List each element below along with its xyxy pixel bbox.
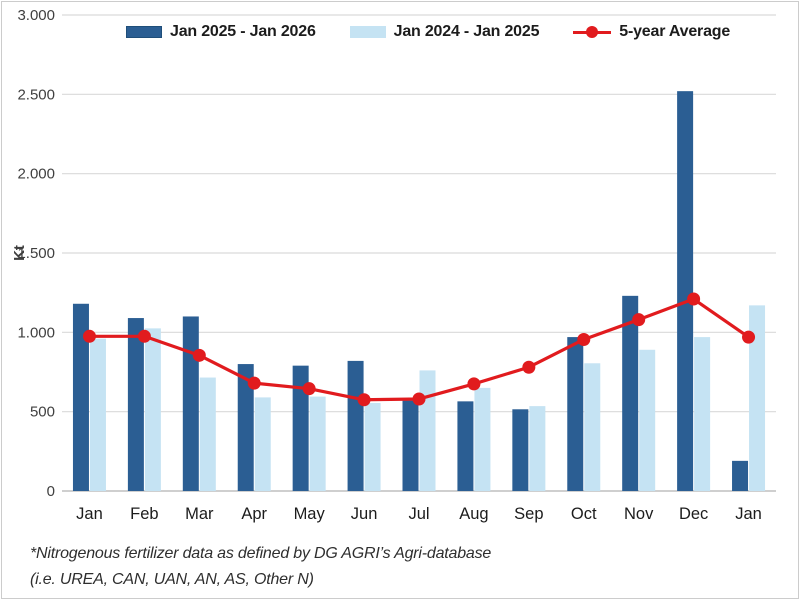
x-tick-label-7: Aug xyxy=(459,505,488,523)
bar-series1-month9 xyxy=(584,363,601,491)
bar-series1-month11 xyxy=(694,337,711,491)
x-tick-label-11: Dec xyxy=(679,505,708,523)
y-tick-label-0: 0 xyxy=(47,483,55,500)
average-point-month1 xyxy=(137,329,151,343)
bar-series0-month1 xyxy=(127,318,144,491)
x-tick-label-6: Jul xyxy=(408,505,429,523)
x-tick-label-4: May xyxy=(294,505,326,523)
chart-legend: Jan 2025 - Jan 2026 Jan 2024 - Jan 2025 … xyxy=(126,23,730,41)
bar-series0-month10 xyxy=(622,295,639,491)
average-point-month0 xyxy=(82,329,96,343)
y-tick-label-3.000: 3.000 xyxy=(17,7,55,24)
bar-series0-month7 xyxy=(457,401,474,491)
dark-bar-swatch-icon xyxy=(126,26,162,38)
legend-item-jan2025-jan2026: Jan 2025 - Jan 2026 xyxy=(126,23,316,41)
bar-series0-month3 xyxy=(237,364,254,491)
legend-label-jan2024-jan2025: Jan 2024 - Jan 2025 xyxy=(393,23,540,40)
y-tick-label-1.000: 1.000 xyxy=(17,324,55,341)
bar-series1-month1 xyxy=(144,328,161,491)
legend-item-jan2024-jan2025: Jan 2024 - Jan 2025 xyxy=(349,23,540,41)
average-point-month9 xyxy=(577,332,591,346)
footnote-line-2: (i.e. UREA, CAN, UAN, AN, AS, Other N) xyxy=(30,571,314,588)
bar-series1-month4 xyxy=(309,396,326,491)
bar-series0-month2 xyxy=(182,316,199,491)
x-tick-label-5: Jun xyxy=(351,505,378,523)
bar-series1-month8 xyxy=(529,406,546,491)
bar-series1-month6 xyxy=(419,370,436,491)
x-tick-label-9: Oct xyxy=(571,505,597,523)
x-tick-label-10: Nov xyxy=(624,505,654,523)
x-tick-label-2: Mar xyxy=(185,505,214,523)
bar-series0-month0 xyxy=(72,303,89,491)
y-tick-label-1.500: 1.500 xyxy=(17,245,55,262)
average-point-month5 xyxy=(357,393,371,407)
average-line-marker-icon xyxy=(573,25,612,38)
average-point-month3 xyxy=(247,376,261,390)
y-tick-label-500: 500 xyxy=(30,404,55,421)
legend-label-5-year-average: 5-year Average xyxy=(619,23,731,40)
average-point-month11 xyxy=(687,292,701,306)
y-axis-unit-label: Kt xyxy=(11,245,28,261)
bar-series0-month9 xyxy=(567,337,584,491)
x-tick-label-0: Jan xyxy=(76,505,103,523)
fertilizer-monthly-chart: 0 500 1.000 1.500 2.000 2.500 3.000 Kt Jan Feb Mar… xyxy=(11,7,776,523)
bar-series1-month10 xyxy=(639,349,656,491)
bar-series0-month12 xyxy=(732,460,749,491)
x-tick-label-8: Sep xyxy=(514,505,543,523)
average-point-month12 xyxy=(742,330,756,344)
footnote-line-1: *Nitrogenous fertilizer data as defined … xyxy=(30,545,492,562)
bar-series1-month3 xyxy=(254,397,271,491)
average-point-month2 xyxy=(192,348,206,362)
bar-series0-month8 xyxy=(512,409,529,491)
average-point-month10 xyxy=(632,313,646,327)
bar-series1-month7 xyxy=(474,387,491,491)
legend-item-5-year-average: 5-year Average xyxy=(573,23,730,41)
y-tick-label-2.000: 2.000 xyxy=(17,166,55,183)
bar-series0-month11 xyxy=(677,91,694,491)
x-tick-label-1: Feb xyxy=(130,505,158,523)
bar-series0-month5 xyxy=(347,360,364,491)
bar-series1-month12 xyxy=(749,305,766,491)
average-point-month8 xyxy=(522,360,536,374)
bar-series1-month5 xyxy=(364,402,381,491)
bar-series1-month2 xyxy=(199,377,216,491)
bar-series0-month6 xyxy=(402,400,419,491)
light-bar-swatch-icon xyxy=(349,26,386,38)
average-point-month4 xyxy=(302,382,316,396)
y-tick-label-2.500: 2.500 xyxy=(17,86,55,103)
average-point-month7 xyxy=(467,377,481,391)
x-tick-label-12: Jan xyxy=(735,505,762,523)
legend-label-jan2025-jan2026: Jan 2025 - Jan 2026 xyxy=(170,23,316,40)
average-dot-icon xyxy=(586,25,599,38)
x-tick-label-3: Apr xyxy=(241,505,267,523)
bar-series1-month0 xyxy=(89,338,106,491)
average-point-month6 xyxy=(412,392,426,406)
chart-footnote: *Nitrogenous fertilizer data as defined … xyxy=(30,541,491,593)
bar-series0-month4 xyxy=(292,365,309,491)
